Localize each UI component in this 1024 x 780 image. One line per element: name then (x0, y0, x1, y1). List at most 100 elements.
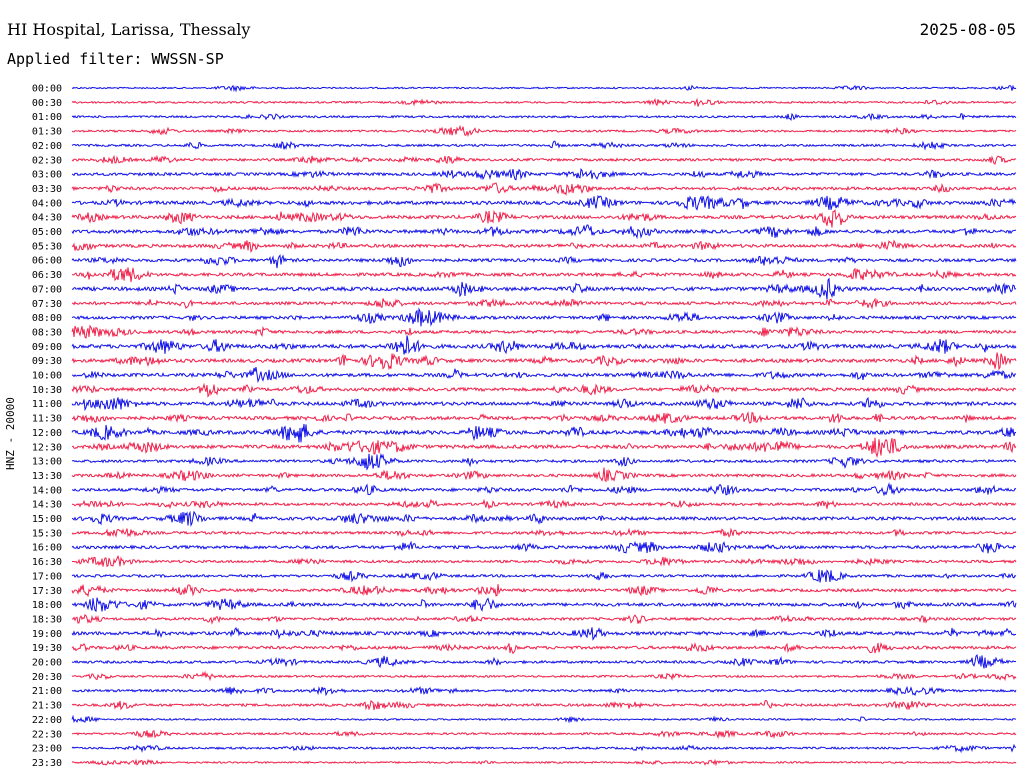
row-time-label: 06:30 (32, 270, 62, 281)
seismic-trace-0630 (71, 267, 1017, 283)
seismic-trace-0430 (71, 209, 1017, 228)
row-time-label: 23:00 (32, 744, 62, 755)
row-time-label: 12:30 (32, 442, 62, 453)
row-time-label: 09:00 (32, 342, 62, 353)
seismic-trace-1800 (71, 597, 1017, 613)
row-time-label: 16:30 (32, 557, 62, 568)
date-label: 2025-08-05 (919, 20, 1016, 39)
row-time-label: 22:00 (32, 715, 62, 726)
row-time-label: 13:00 (32, 457, 62, 468)
row-time-label: 01:30 (32, 127, 62, 138)
row-time-label: 12:00 (32, 428, 62, 439)
row-time-label: 19:30 (32, 643, 62, 654)
seismic-trace-2100 (71, 685, 1017, 697)
row-time-label: 05:00 (32, 227, 62, 238)
seismic-trace-0500 (71, 224, 1017, 240)
seismic-trace-1900 (71, 626, 1017, 641)
seismic-trace-1500 (71, 510, 1017, 528)
seismic-trace-0230 (71, 154, 1017, 165)
row-time-label: 20:30 (32, 672, 62, 683)
seismic-trace-2230 (71, 729, 1017, 740)
row-time-label: 20:00 (32, 658, 62, 669)
seismic-trace-1100 (71, 397, 1017, 412)
seismic-trace-1230 (71, 437, 1017, 459)
row-time-label: 03:30 (32, 184, 62, 195)
row-time-label: 00:00 (32, 84, 62, 95)
seismic-trace-1400 (71, 482, 1017, 497)
row-time-label: 10:30 (32, 385, 62, 396)
seismic-trace-0700 (71, 277, 1017, 300)
seismic-trace-1300 (71, 452, 1017, 471)
seismic-trace-0130 (71, 124, 1017, 138)
seismic-trace-1930 (71, 641, 1017, 655)
row-time-label: 04:30 (32, 213, 62, 224)
row-time-label: 23:30 (32, 758, 62, 769)
seismic-trace-1700 (71, 569, 1017, 583)
row-time-label: 06:00 (32, 256, 62, 267)
row-time-label: 08:30 (32, 327, 62, 338)
row-time-label: 08:00 (32, 313, 62, 324)
seismic-trace-0030 (71, 97, 1017, 107)
row-time-label: 02:00 (32, 141, 62, 152)
row-time-label: 07:00 (32, 284, 62, 295)
row-time-label: 07:30 (32, 299, 62, 310)
seismic-trace-0930 (71, 352, 1017, 371)
row-time-label: 13:30 (32, 471, 62, 482)
seismic-trace-2330 (71, 758, 1017, 767)
row-time-label: 19:00 (32, 629, 62, 640)
seismic-trace-0530 (71, 239, 1017, 253)
row-time-label: 10:00 (32, 371, 62, 382)
row-time-label: 17:30 (32, 586, 62, 597)
row-time-label: 21:00 (32, 686, 62, 697)
seismic-trace-1530 (71, 527, 1017, 538)
seismic-trace-0400 (71, 194, 1016, 211)
row-time-label: 00:30 (32, 98, 62, 109)
row-time-label: 22:30 (32, 729, 62, 740)
seismic-trace-0730 (71, 297, 1017, 310)
row-time-label: 15:30 (32, 528, 62, 539)
seismic-trace-1600 (71, 540, 1016, 554)
seismic-trace-2130 (71, 699, 1017, 711)
row-time-label: 14:30 (32, 500, 62, 511)
seismic-trace-0900 (71, 335, 1017, 355)
seismic-trace-0800 (71, 307, 1017, 327)
row-time-label: 11:30 (32, 414, 62, 425)
row-time-label: 05:30 (32, 241, 62, 252)
seismic-trace-0600 (71, 254, 1017, 269)
seismic-trace-1000 (71, 366, 1016, 384)
seismic-trace-2030 (71, 670, 1017, 682)
row-time-label: 11:00 (32, 399, 62, 410)
seismic-trace-1430 (71, 498, 1017, 510)
row-time-label: 03:00 (32, 170, 62, 181)
station-title: HI Hospital, Larissa, Thessaly (7, 20, 251, 39)
seismic-trace-0100 (71, 112, 1017, 122)
seismic-trace-0330 (71, 182, 1017, 196)
row-time-label: 17:00 (32, 571, 62, 582)
filter-label: Applied filter: WWSSN-SP (7, 50, 224, 68)
seismic-trace-1130 (71, 411, 1017, 424)
seismic-trace-0300 (71, 167, 1017, 181)
seismic-trace-1830 (71, 614, 1017, 625)
row-time-label: 18:00 (32, 600, 62, 611)
row-time-label: 15:00 (32, 514, 62, 525)
seismic-trace-1200 (71, 423, 1017, 443)
seismic-trace-1630 (72, 554, 1017, 568)
row-time-label: 16:00 (32, 543, 62, 554)
seismic-trace-2200 (71, 714, 1017, 724)
seismic-trace-1030 (71, 382, 1017, 398)
seismic-trace-0200 (71, 140, 1017, 151)
seismic-trace-2300 (71, 743, 1016, 754)
seismic-trace-1730 (71, 584, 1017, 598)
seismic-trace-1330 (71, 467, 1017, 483)
row-time-label: 18:30 (32, 614, 62, 625)
seismic-trace-2000 (71, 654, 1017, 669)
row-time-label: 14:00 (32, 485, 62, 496)
row-time-label: 02:30 (32, 155, 62, 166)
seismic-trace-0000 (71, 84, 1017, 93)
row-time-label: 21:30 (32, 701, 62, 712)
row-time-label: 04:00 (32, 198, 62, 209)
row-time-label: 01:00 (32, 112, 62, 123)
row-time-label: 09:30 (32, 356, 62, 367)
seismic-trace-0830 (71, 324, 1017, 339)
